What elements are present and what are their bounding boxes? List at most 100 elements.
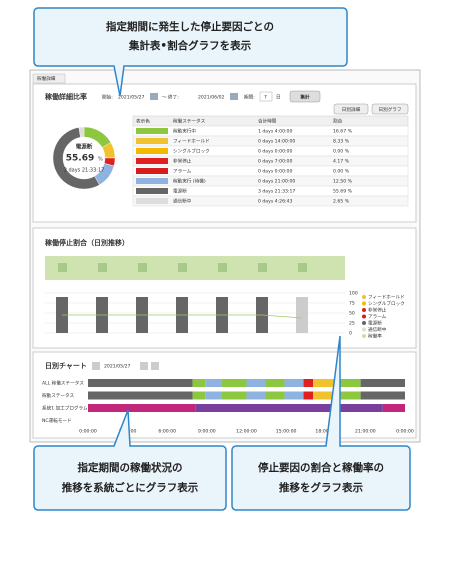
callout-text: 指定期間の稼働状況の [78, 461, 183, 474]
table-header-cell: 合計時間 [258, 118, 277, 125]
rate-line [62, 314, 303, 319]
status-cell: アラーム [173, 169, 192, 175]
time-label: 21:00:00 [355, 429, 376, 435]
donut-time: 3 days 21:33:17 [64, 168, 105, 174]
gantt-segment [246, 379, 266, 387]
daily-detail-button[interactable] [333, 103, 369, 115]
gantt-segment [205, 379, 222, 387]
legend-label: アラーム [368, 314, 387, 320]
legend-label: フィードホールド [368, 295, 405, 301]
period-unit: 日 [276, 95, 281, 101]
gantt-segment [335, 391, 361, 400]
end-label: ～ 終了: [162, 94, 179, 101]
ratio-cell: 0.00 % [333, 149, 350, 155]
gantt-segment [195, 404, 383, 412]
callout-text: 指定期間に発生した停止要因ごとの [106, 20, 274, 33]
daily-detail-label[interactable]: 日別詳細 [342, 106, 361, 113]
prev-button[interactable] [140, 362, 148, 370]
color-swatch [136, 178, 168, 184]
upper-marker [98, 263, 107, 272]
daily-graph-label[interactable]: 日別グラフ [379, 106, 402, 113]
gantt-segment [221, 391, 247, 400]
table-header-cell: 割合 [333, 118, 343, 125]
gantt-segment [246, 391, 266, 400]
aggregate-button[interactable] [289, 90, 321, 103]
legend-label: 通信断中 [368, 326, 387, 333]
legend-swatch [362, 334, 366, 338]
row-label: 稼動ステータス [42, 392, 75, 399]
calendar-icon[interactable] [230, 93, 238, 100]
tab[interactable] [32, 73, 66, 84]
callout-text: 停止要因の割合と稼働率の [258, 461, 384, 474]
donut [52, 126, 116, 190]
status-cell: 稼動実行中 [173, 128, 196, 135]
color-swatch [136, 188, 168, 194]
gantt-segment [192, 379, 206, 387]
legend-swatch [362, 321, 366, 325]
period-input[interactable] [259, 91, 273, 102]
ratio-cell: 2.65 % [333, 199, 350, 205]
callout-top [33, 7, 348, 97]
start-date: 2021/05/27 [118, 95, 145, 101]
y-tick-label: 100 [349, 291, 358, 297]
donut-value: 55.69 [66, 154, 94, 164]
total-cell: 0 days 4:26:43 [258, 199, 292, 205]
table-header-cell: 表示色 [136, 118, 150, 125]
time-label: 18:00:00 [315, 429, 336, 435]
status-cell: フィードホールド [173, 139, 210, 145]
callout-text: 集計表•割合グラフを表示 [128, 39, 252, 52]
daily-graph-button[interactable] [371, 103, 409, 115]
y-tick-label: 25 [349, 321, 355, 327]
calendar-icon[interactable] [150, 93, 158, 100]
tab-label[interactable]: 稼働詳細 [37, 75, 56, 82]
gantt-segment [382, 404, 405, 412]
y-tick-label: 75 [349, 301, 355, 307]
period-label: 期間: [244, 95, 255, 101]
stop-ratio-title: 稼働停止割合（日別推移） [45, 238, 129, 247]
total-cell: 0 days 21:00:00 [258, 179, 295, 185]
period-value[interactable]: 7 [264, 95, 267, 101]
row-label: 系統1 加工プログラム [42, 405, 88, 412]
ratio-cell: 8.33 % [333, 139, 350, 145]
gantt-segment [192, 391, 206, 400]
callout-text: 推移を系統ごとにグラフ表示 [62, 481, 199, 494]
gantt-segment [88, 404, 196, 412]
gantt-segment [265, 391, 285, 400]
upper-marker [138, 263, 147, 272]
calendar-icon[interactable] [92, 362, 100, 370]
next-button[interactable] [151, 362, 159, 370]
upper-marker [258, 263, 267, 272]
y-tick-label: 50 [349, 311, 355, 317]
gantt-segment [313, 379, 336, 387]
color-swatch [136, 198, 168, 204]
legend-label: シングルブロック [368, 300, 405, 307]
gantt-segment [360, 391, 405, 400]
time-label: 0:00:00 [79, 429, 97, 435]
total-cell: 0 days 7:00:00 [258, 159, 292, 165]
table-row [132, 195, 409, 207]
upper-marker [298, 263, 307, 272]
status-cell: 稼動実行 (待機) [173, 178, 206, 185]
upper-marker [218, 263, 227, 272]
total-cell: 0 days 0:00:00 [258, 169, 292, 175]
ratio-cell: 4.17 % [333, 159, 350, 165]
time-label: 6:00:00 [158, 429, 176, 435]
time-label: 12:00:00 [236, 429, 257, 435]
gantt-segment [335, 379, 361, 387]
ratio-cell: 12.50 % [333, 179, 353, 185]
gantt-segment [221, 379, 247, 387]
legend-swatch [362, 314, 366, 319]
callout-bottom-right [231, 335, 411, 511]
gantt-segment [265, 379, 285, 387]
total-cell: 0 days 0:00:00 [258, 149, 292, 155]
color-swatch [136, 148, 168, 154]
legend-swatch [362, 301, 366, 306]
color-swatch [136, 128, 168, 134]
gantt-segment [88, 379, 193, 387]
aggregate-button-label[interactable]: 集計 [299, 94, 310, 101]
gantt-segment [284, 379, 304, 387]
color-swatch [136, 138, 168, 144]
gantt-segment [88, 391, 193, 400]
